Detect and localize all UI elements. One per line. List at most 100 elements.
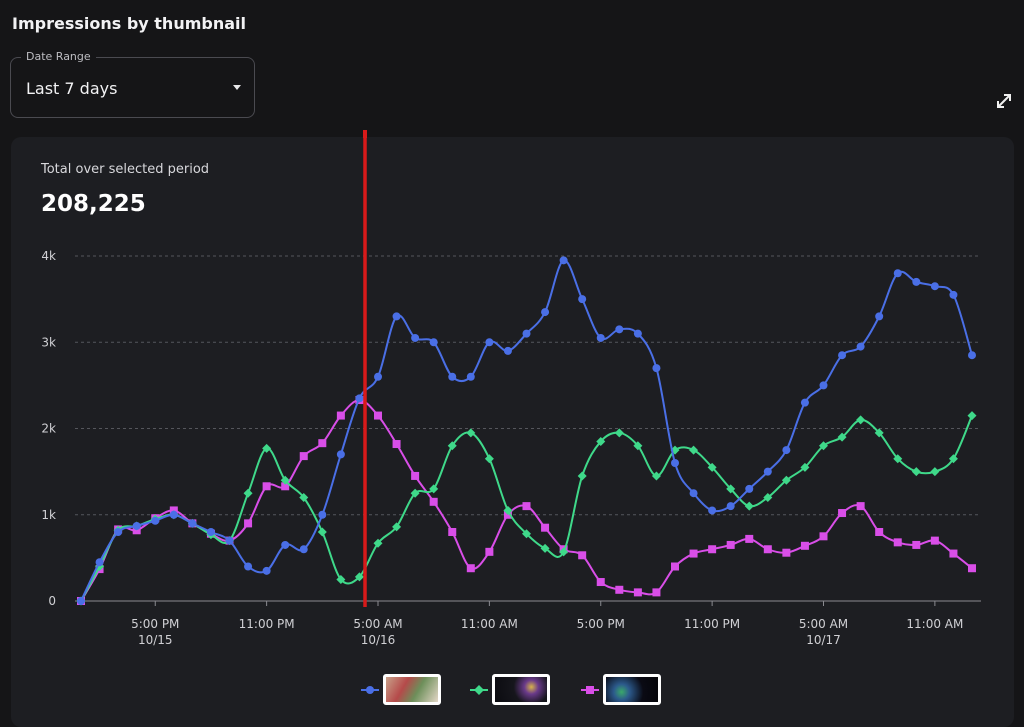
data-point xyxy=(911,467,921,477)
date-range-select[interactable]: Date Range Last 7 days xyxy=(10,50,255,118)
data-point xyxy=(503,505,513,515)
data-point xyxy=(95,558,104,567)
data-point xyxy=(262,566,271,575)
y-tick-label: 4k xyxy=(41,249,56,263)
data-point xyxy=(689,549,698,558)
data-point xyxy=(243,488,253,498)
total-value: 208,225 xyxy=(41,191,146,217)
x-tick-label: 5:00 PM xyxy=(131,617,179,631)
data-point xyxy=(949,290,958,299)
data-point xyxy=(244,562,253,571)
data-point xyxy=(318,510,327,519)
data-point xyxy=(856,342,865,351)
data-point xyxy=(708,545,717,554)
legend-marker-square xyxy=(581,686,599,694)
x-tick-label: 5:00 AM xyxy=(799,617,848,631)
data-point xyxy=(819,381,828,390)
data-point xyxy=(967,411,977,421)
data-point xyxy=(930,536,939,545)
data-point xyxy=(392,312,401,321)
data-point xyxy=(317,527,327,537)
data-point xyxy=(429,338,438,347)
data-point xyxy=(429,484,439,494)
date-range-label: Date Range xyxy=(21,50,96,63)
data-point xyxy=(541,308,550,317)
data-point xyxy=(893,454,903,464)
data-point xyxy=(354,572,364,582)
thumbnail-2-image xyxy=(492,674,550,705)
data-point xyxy=(875,312,884,321)
y-tick-label: 2k xyxy=(41,422,56,436)
data-point xyxy=(578,551,587,560)
x-tick-label: 11:00 AM xyxy=(461,617,518,631)
data-point xyxy=(559,256,568,265)
y-tick-label: 0 xyxy=(48,594,56,608)
data-point xyxy=(949,549,958,558)
data-point xyxy=(912,540,921,549)
data-point xyxy=(744,501,754,511)
data-point xyxy=(485,547,494,556)
legend-marker-diamond xyxy=(470,685,488,695)
data-point xyxy=(800,398,809,407)
data-point xyxy=(763,467,772,476)
chart-legend xyxy=(11,672,1014,712)
data-point xyxy=(374,372,382,381)
data-point xyxy=(893,538,902,547)
data-point xyxy=(169,510,178,519)
data-point xyxy=(671,562,679,571)
thumbnail-1-image xyxy=(383,674,441,705)
x-tick-label: 11:00 PM xyxy=(239,617,295,631)
data-point xyxy=(466,564,475,573)
data-point xyxy=(244,519,253,528)
data-point xyxy=(763,493,773,502)
data-point xyxy=(132,521,141,530)
data-point xyxy=(392,522,402,532)
data-point xyxy=(614,428,624,438)
data-point xyxy=(615,325,624,334)
data-point xyxy=(689,489,698,498)
data-point xyxy=(466,428,476,438)
data-point xyxy=(745,484,754,493)
data-point xyxy=(336,450,345,459)
data-point xyxy=(466,372,475,381)
data-point xyxy=(151,516,160,525)
data-point xyxy=(540,543,550,553)
x-tick-label: 5:00 PM xyxy=(577,617,625,631)
data-point xyxy=(485,338,494,347)
data-point xyxy=(968,564,976,573)
x-tick-date-label: 10/15 xyxy=(138,633,173,647)
data-point xyxy=(596,436,606,446)
data-point xyxy=(652,364,661,373)
data-point xyxy=(726,502,735,511)
page-title: Impressions by thumbnail xyxy=(12,14,246,33)
playhead-line-top xyxy=(363,130,367,138)
data-point xyxy=(522,529,531,539)
data-point xyxy=(874,428,884,438)
data-point xyxy=(838,509,847,518)
series-line-1 xyxy=(80,259,973,602)
data-point xyxy=(318,439,327,448)
line-chart: 0 1k 2k 3k 4k 5:00 PM 10/15 11:00 PM 5:00 AM 10/1… xyxy=(41,137,981,647)
data-point xyxy=(689,445,699,455)
expand-arrows-icon[interactable] xyxy=(994,91,1014,111)
data-point xyxy=(856,502,865,511)
data-point xyxy=(800,541,809,550)
data-point xyxy=(77,597,85,605)
data-point xyxy=(447,441,457,451)
data-point xyxy=(968,351,976,360)
data-point xyxy=(206,528,215,536)
chart-card: Total over selected period 208,225 0 1k 2k… xyxy=(11,137,1014,727)
data-point xyxy=(188,519,197,528)
data-point xyxy=(856,415,866,425)
y-tick-label: 3k xyxy=(41,335,56,349)
data-point xyxy=(577,471,587,481)
data-point xyxy=(578,295,587,304)
data-point xyxy=(671,459,679,467)
data-point xyxy=(948,454,958,464)
date-range-value: Last 7 days xyxy=(26,79,118,98)
legend-marker-circle xyxy=(361,686,379,694)
data-point xyxy=(448,528,457,536)
data-point xyxy=(875,528,884,536)
data-point xyxy=(299,545,308,554)
data-point xyxy=(652,588,661,597)
